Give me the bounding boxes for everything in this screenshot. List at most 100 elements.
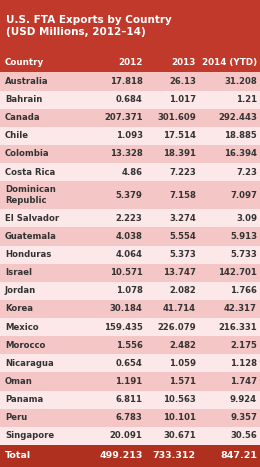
Text: 5.379: 5.379 [116, 191, 142, 200]
Text: El Salvador: El Salvador [5, 214, 59, 223]
Text: Colombia: Colombia [5, 149, 50, 158]
Text: 1.078: 1.078 [116, 286, 142, 295]
Bar [0, 163, 260, 181]
Text: Panama: Panama [5, 395, 43, 404]
Text: 4.064: 4.064 [116, 250, 142, 259]
Text: 0.684: 0.684 [116, 95, 142, 104]
Text: 1.571: 1.571 [169, 377, 196, 386]
Text: 733.312: 733.312 [153, 452, 196, 460]
Text: Singapore: Singapore [5, 432, 54, 440]
Text: 13.328: 13.328 [110, 149, 142, 158]
Text: 9.924: 9.924 [230, 395, 257, 404]
Text: Total: Total [5, 452, 31, 460]
Text: 226.079: 226.079 [157, 323, 196, 332]
Text: 1.766: 1.766 [230, 286, 257, 295]
Text: 207.371: 207.371 [104, 113, 142, 122]
Text: 9.357: 9.357 [230, 413, 257, 422]
Bar [0, 445, 260, 467]
Text: 301.609: 301.609 [157, 113, 196, 122]
Text: 7.223: 7.223 [169, 168, 196, 177]
Text: Oman: Oman [5, 377, 33, 386]
Text: 1.556: 1.556 [116, 341, 142, 350]
Text: 847.21: 847.21 [220, 452, 257, 460]
Text: 30.671: 30.671 [163, 432, 196, 440]
Text: 1.21: 1.21 [236, 95, 257, 104]
Text: 42.317: 42.317 [224, 304, 257, 313]
Bar [0, 227, 260, 246]
Bar [0, 318, 260, 336]
Text: 3.274: 3.274 [169, 214, 196, 223]
Text: 3.09: 3.09 [236, 214, 257, 223]
Text: Guatemala: Guatemala [5, 232, 57, 241]
Text: Peru: Peru [5, 413, 27, 422]
Text: 7.097: 7.097 [230, 191, 257, 200]
Text: U.S. FTA Exports by Country
(USD Millions, 2012–14): U.S. FTA Exports by Country (USD Million… [6, 15, 172, 37]
Text: 216.331: 216.331 [218, 323, 257, 332]
Text: 30.184: 30.184 [110, 304, 142, 313]
Bar [0, 372, 260, 390]
Text: Bahrain: Bahrain [5, 95, 42, 104]
Text: 18.391: 18.391 [163, 149, 196, 158]
Bar [0, 91, 260, 109]
Text: 2.223: 2.223 [116, 214, 142, 223]
Text: 7.23: 7.23 [236, 168, 257, 177]
Text: Morocco: Morocco [5, 341, 46, 350]
Text: 6.811: 6.811 [116, 395, 142, 404]
Text: Chile: Chile [5, 131, 29, 141]
Bar [0, 127, 260, 145]
Text: 26.13: 26.13 [169, 77, 196, 86]
Text: 2012: 2012 [118, 58, 142, 67]
Bar [0, 336, 260, 354]
Text: 2.082: 2.082 [169, 286, 196, 295]
Bar [0, 427, 260, 445]
Bar [0, 181, 260, 209]
Text: 17.514: 17.514 [163, 131, 196, 141]
Text: 4.86: 4.86 [122, 168, 142, 177]
Text: 31.208: 31.208 [224, 77, 257, 86]
Text: 1.747: 1.747 [230, 377, 257, 386]
Bar [0, 209, 260, 227]
Text: 4.038: 4.038 [116, 232, 142, 241]
Bar [0, 0, 260, 52]
Text: Canada: Canada [5, 113, 41, 122]
Text: 10.563: 10.563 [163, 395, 196, 404]
Text: 17.818: 17.818 [110, 77, 142, 86]
Bar [0, 300, 260, 318]
Text: 2.175: 2.175 [230, 341, 257, 350]
Bar [0, 109, 260, 127]
Text: Jordan: Jordan [5, 286, 36, 295]
Text: Dominican
Republic: Dominican Republic [5, 185, 56, 205]
Text: 2013: 2013 [172, 58, 196, 67]
Bar [0, 282, 260, 300]
Bar [0, 145, 260, 163]
Text: 6.783: 6.783 [116, 413, 142, 422]
Bar [0, 390, 260, 409]
Bar [0, 72, 260, 91]
Text: 1.093: 1.093 [116, 131, 142, 141]
Text: 142.701: 142.701 [218, 268, 257, 277]
Text: 159.435: 159.435 [104, 323, 142, 332]
Text: 5.554: 5.554 [169, 232, 196, 241]
Text: 41.714: 41.714 [163, 304, 196, 313]
Text: 292.443: 292.443 [218, 113, 257, 122]
Bar [0, 409, 260, 427]
Text: 0.654: 0.654 [116, 359, 142, 368]
Bar [0, 246, 260, 264]
Text: 1.017: 1.017 [169, 95, 196, 104]
Text: 5.373: 5.373 [169, 250, 196, 259]
Text: 5.733: 5.733 [230, 250, 257, 259]
Text: Costa Rica: Costa Rica [5, 168, 55, 177]
Text: 16.394: 16.394 [224, 149, 257, 158]
Text: 30.56: 30.56 [230, 432, 257, 440]
Text: 1.191: 1.191 [115, 377, 142, 386]
Text: 1.059: 1.059 [169, 359, 196, 368]
Text: 18.885: 18.885 [224, 131, 257, 141]
Bar [0, 52, 260, 72]
Text: Mexico: Mexico [5, 323, 39, 332]
Text: 2.482: 2.482 [169, 341, 196, 350]
Bar [0, 354, 260, 372]
Bar [0, 264, 260, 282]
Text: 10.571: 10.571 [110, 268, 142, 277]
Text: 1.128: 1.128 [230, 359, 257, 368]
Text: Korea: Korea [5, 304, 33, 313]
